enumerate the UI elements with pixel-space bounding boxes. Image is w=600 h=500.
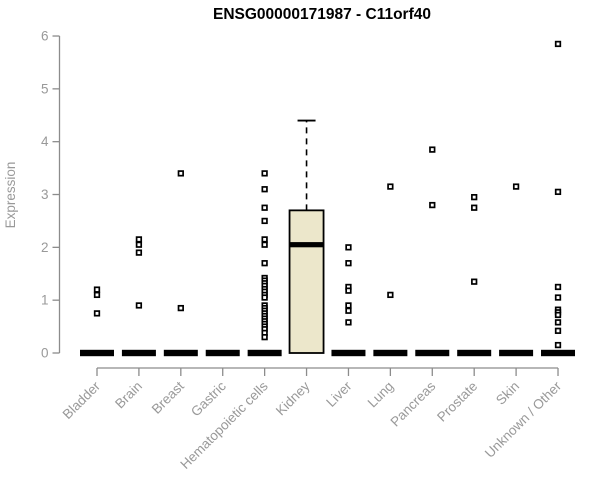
outlier-point xyxy=(261,260,268,267)
zero-boxplot-bar xyxy=(331,349,366,357)
outlier-point xyxy=(345,260,352,267)
x-axis-tick-label: Lung xyxy=(365,379,397,411)
chart-title: ENSG00000171987 - C11orf40 xyxy=(213,6,431,23)
outlier-point xyxy=(135,236,143,243)
zero-boxplot-bar xyxy=(121,349,156,357)
outlier-point xyxy=(261,236,268,243)
y-axis-tick-label: 5 xyxy=(41,81,49,96)
outlier-point xyxy=(554,341,562,349)
outlier-point xyxy=(387,183,394,190)
x-axis-tick-label: Breast xyxy=(149,378,187,416)
outlier-point xyxy=(93,310,101,317)
outlier-point xyxy=(554,188,562,196)
outlier-point xyxy=(261,170,268,177)
x-axis-tick-label: Kidney xyxy=(273,378,313,418)
x-axis-tick-label: Gastric xyxy=(188,378,229,419)
outlier-point xyxy=(261,334,268,341)
boxplot-median-line xyxy=(289,242,324,248)
x-axis-tick-label: Unknown / Other xyxy=(482,378,565,461)
y-axis-tick-label: 6 xyxy=(41,29,49,44)
zero-boxplot-bar xyxy=(205,349,240,357)
outlier-point xyxy=(345,307,352,314)
outlier-point xyxy=(387,291,394,299)
y-axis: 0 1 2 3 4 5 6 xyxy=(41,29,61,361)
zero-boxplot-bar xyxy=(499,349,534,357)
x-axis-tick-label: Skin xyxy=(493,379,522,408)
outlier-point xyxy=(471,278,478,285)
outlier-point xyxy=(261,204,268,211)
outlier-point xyxy=(429,146,436,153)
outlier-point xyxy=(554,319,562,326)
x-axis-tick-label: Bladder xyxy=(60,378,104,422)
outlier-point xyxy=(345,287,352,294)
outlier-point xyxy=(345,244,352,251)
y-axis-tick-label: 1 xyxy=(41,293,49,308)
outlier-point xyxy=(471,194,478,201)
x-axis-tick-label: Prostate xyxy=(434,379,480,425)
outlier-point xyxy=(135,249,143,256)
outlier-point xyxy=(177,304,184,312)
outlier-point xyxy=(261,217,268,225)
outlier-point xyxy=(554,40,562,48)
outlier-point xyxy=(512,183,520,190)
outlier-point xyxy=(554,327,562,334)
zero-boxplot-bar xyxy=(373,349,408,357)
zero-boxplot-bar xyxy=(541,349,576,357)
zero-boxplot-bar xyxy=(80,349,114,357)
x-axis-tick-label: Brain xyxy=(112,379,145,412)
outlier-point xyxy=(135,241,143,248)
zero-boxplot-bar xyxy=(163,349,198,357)
outlier-point xyxy=(261,186,268,193)
outlier-point xyxy=(261,294,268,301)
outlier-point xyxy=(471,204,478,211)
outlier-point xyxy=(345,319,352,326)
outlier-point xyxy=(345,302,352,309)
y-axis-tick-label: 3 xyxy=(41,187,49,202)
y-axis-label: Expression xyxy=(3,162,18,229)
y-axis-tick-label: 0 xyxy=(41,346,49,361)
outlier-point xyxy=(93,291,101,299)
boxplot-series xyxy=(80,40,576,357)
outlier-point xyxy=(135,302,143,309)
y-axis-tick-label: 2 xyxy=(41,240,49,255)
zero-boxplot-bar xyxy=(415,349,450,357)
x-axis-tick-label: Pancreas xyxy=(387,378,438,429)
boxplot-box xyxy=(288,209,325,354)
zero-boxplot-bar xyxy=(457,349,492,357)
outlier-point xyxy=(177,170,184,177)
y-axis-tick-label: 4 xyxy=(41,134,49,149)
outlier-point xyxy=(554,283,562,291)
outlier-point xyxy=(429,201,436,209)
outlier-point xyxy=(93,286,101,293)
outlier-point xyxy=(261,241,268,248)
outlier-point xyxy=(554,311,562,319)
x-axis-tick-label: Liver xyxy=(323,378,355,410)
outlier-point xyxy=(554,294,562,301)
zero-boxplot-bar xyxy=(247,349,282,357)
